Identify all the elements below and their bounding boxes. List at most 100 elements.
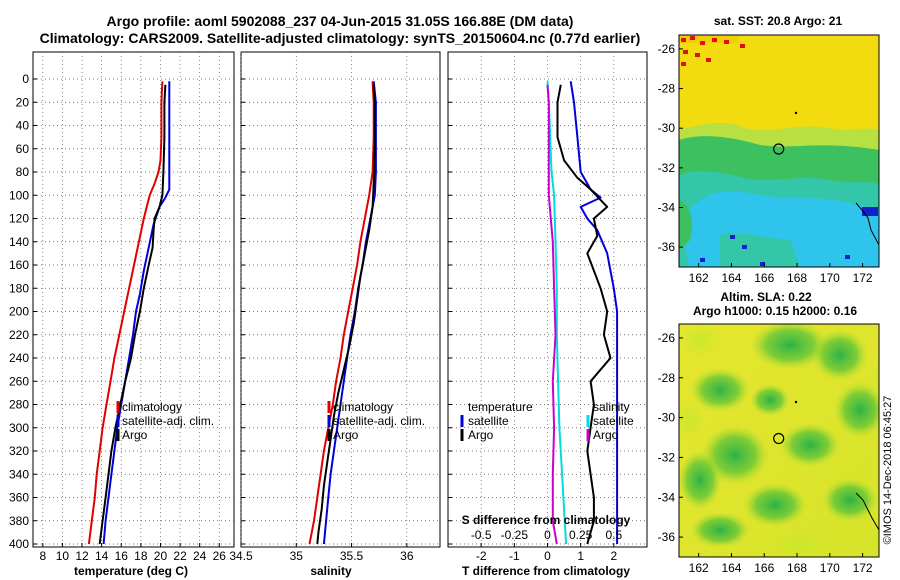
x-tick-label: 26 (213, 549, 227, 563)
map-y-tick-label: -26 (658, 42, 676, 56)
sla-map-image (679, 324, 879, 557)
legend-satellite-label: satellite-adj. clim. (333, 414, 425, 428)
map-x-tick-label: 162 (689, 561, 709, 575)
difference-grid (448, 52, 647, 547)
s-difference-x-label: S difference from climatology (462, 513, 631, 527)
temperature-series (87, 81, 171, 545)
map-x-tick-label: 166 (754, 561, 774, 575)
legend-t-satellite-label: satellite (468, 414, 509, 428)
s-diff-tick-label: 0.5 (605, 528, 622, 542)
salinity-difference-x-ticks: -0.5 -0.25 0 0.25 0.5 (471, 528, 623, 542)
depth-tick-label: 180 (9, 281, 29, 295)
depth-tick-label: 120 (9, 212, 29, 226)
salinity-panel-frame (240, 51, 441, 548)
legend-argo-label: Argo (122, 428, 148, 442)
x-tick-label: 34.5 (229, 549, 253, 563)
x-tick-label: 1 (577, 549, 584, 563)
temperature-legend: climatology satellite-adj. clim. Argo (116, 400, 214, 442)
map-y-tick-label: -28 (658, 371, 676, 385)
figure-title-line1: Argo profile: aoml 5902088_237 04-Jun-20… (107, 13, 574, 29)
series-line-climatology (87, 81, 164, 545)
temperature-x-label: temperature (deg C) (74, 564, 188, 578)
x-tick-label: 12 (75, 549, 89, 563)
depth-tick-label: 100 (9, 188, 29, 202)
depth-tick-label: 60 (16, 142, 30, 156)
legend-s-satellite-label: satellite (593, 414, 634, 428)
map-y-tick-label: -30 (658, 411, 676, 425)
x-tick-label: 24 (193, 549, 207, 563)
map-x-tick-label: 166 (754, 271, 774, 285)
map-y-tick-label: -36 (658, 530, 676, 544)
difference-x-ticks: -2 -1 0 1 2 (476, 549, 618, 563)
t-difference-x-label: T difference from climatology (462, 564, 630, 578)
x-tick-label: 35 (290, 549, 304, 563)
sla-map-y-ticks: -26 -28 -30 -32 -34 -36 (658, 331, 683, 544)
depth-tick-label: 40 (16, 119, 30, 133)
legend-t-argo-label: Argo (468, 428, 494, 442)
map-y-tick-label: -26 (658, 331, 676, 345)
sst-map-frame (678, 34, 880, 268)
series-line-argo (98, 84, 167, 545)
map-y-tick-label: -34 (658, 490, 676, 504)
x-tick-label: 0 (544, 549, 551, 563)
series-line-t-satellite-clim (569, 81, 619, 544)
depth-tick-label: 220 (9, 328, 29, 342)
temperature-panel-frame (32, 51, 235, 548)
x-tick-label: 2 (610, 549, 617, 563)
s-diff-tick-label: 0 (544, 528, 551, 542)
legend-s-argo-label: Argo (593, 428, 619, 442)
series-line-t-argo-clim (556, 84, 612, 545)
depth-tick-label: 0 (22, 72, 29, 86)
map-x-tick-label: 170 (820, 271, 840, 285)
depth-tick-label: 400 (9, 537, 29, 551)
x-tick-label: -1 (509, 549, 520, 563)
x-tick-label: 8 (39, 549, 46, 563)
legend-climatology-label: climatology (122, 400, 182, 414)
series-line-argo (316, 84, 376, 545)
depth-tick-label: 260 (9, 374, 29, 388)
sla-map-frame (678, 323, 880, 558)
map-x-tick-label: 172 (853, 561, 873, 575)
salinity-x-ticks: 34.5 35 35.5 36 (229, 549, 414, 563)
x-tick-label: 10 (56, 549, 70, 563)
sla-map-title-line2: Argo h1000: 0.15 h2000: 0.16 (693, 304, 857, 318)
temperature-grid (33, 52, 234, 547)
sst-map-y-ticks: -26 -28 -30 -32 -34 -36 (658, 42, 683, 254)
salinity-grid (240, 52, 440, 547)
x-tick-label: 36 (400, 549, 414, 563)
depth-tick-label: 300 (9, 421, 29, 435)
series-line-s-argo-clim (546, 84, 558, 545)
map-y-tick-label: -32 (658, 450, 676, 464)
x-tick-label: 14 (95, 549, 109, 563)
x-tick-label: -2 (476, 549, 487, 563)
sst-map-title: sat. SST: 20.8 Argo: 21 (714, 14, 843, 28)
salinity-legend: climatology satellite-adj. clim. Argo (327, 400, 425, 442)
s-diff-tick-label: -0.5 (471, 528, 492, 542)
sst-map-x-ticks: 162 164 166 168 170 172 (689, 263, 873, 285)
map-x-tick-label: 164 (721, 271, 741, 285)
s-diff-tick-label: 0.25 (569, 528, 593, 542)
x-tick-label: 20 (154, 549, 168, 563)
x-tick-label: 35.5 (340, 549, 364, 563)
legend-temperature-heading: temperature (468, 400, 533, 414)
depth-tick-label: 20 (16, 95, 30, 109)
x-tick-label: 16 (115, 549, 129, 563)
map-y-tick-label: -28 (658, 82, 676, 96)
temperature-x-ticks: 8 10 12 14 16 18 20 22 24 26 (39, 549, 226, 563)
salinity-x-label: salinity (310, 564, 352, 578)
depth-tick-label: 340 (9, 467, 29, 481)
legend-satellite-label: satellite-adj. clim. (122, 414, 214, 428)
depth-tick-label: 240 (9, 351, 29, 365)
legend-climatology-label: climatology (333, 400, 393, 414)
depth-tick-label: 80 (16, 165, 30, 179)
series-line-climatology (308, 81, 375, 545)
series-line-s-satellite-clim (546, 81, 568, 545)
series-line-satellite-adj-clim- (102, 81, 171, 545)
sla-map-x-ticks: 162 164 166 168 170 172 (689, 553, 873, 575)
s-diff-tick-label: -0.25 (501, 528, 529, 542)
map-x-tick-label: 170 (820, 561, 840, 575)
sst-map-image (679, 35, 879, 267)
difference-salinity-legend: salinity satellite Argo (586, 400, 634, 442)
sla-argo-marker (773, 432, 785, 445)
